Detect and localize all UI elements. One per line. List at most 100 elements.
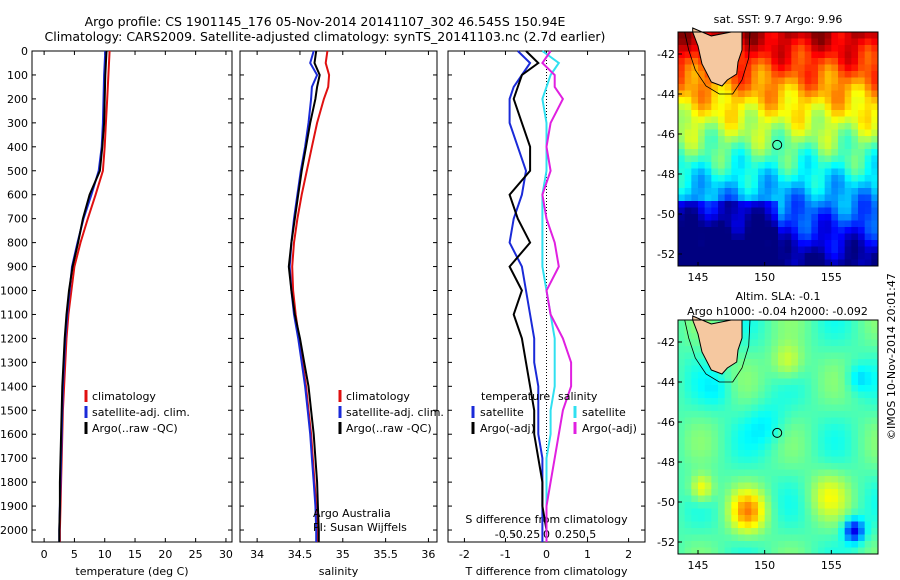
map-cell (764, 123, 772, 130)
map-cell (698, 214, 706, 221)
map-cell (684, 346, 692, 353)
map-cell (798, 64, 806, 72)
map-cell (838, 38, 846, 46)
map-cell (764, 149, 772, 156)
map-cell (724, 201, 732, 208)
sla-map-ytick-label: -42 (657, 336, 675, 349)
map-cell (764, 476, 772, 483)
map-cell (678, 246, 686, 254)
map-cell (824, 32, 832, 39)
map-cell (864, 320, 872, 327)
map-cell (844, 259, 852, 267)
map-cell (704, 476, 712, 483)
map-cell (744, 142, 752, 150)
map-cell (771, 38, 779, 46)
map-cell (791, 352, 799, 360)
map-cell (831, 240, 839, 247)
map-cell (738, 346, 746, 353)
map-cell (838, 97, 846, 104)
map-cell (818, 233, 826, 241)
map-cell (784, 359, 792, 366)
map-cell (864, 188, 872, 195)
map-cell (811, 456, 819, 464)
map-cell (798, 326, 806, 334)
map-cell (864, 476, 872, 483)
map-cell (771, 365, 779, 373)
map-cell (824, 90, 832, 98)
map-cell (831, 214, 839, 221)
map-cell (704, 541, 712, 548)
map-cell (858, 456, 866, 464)
depth-tick-label: 600 (7, 189, 28, 202)
map-cell (758, 547, 766, 555)
map-cell (678, 495, 686, 503)
map-cell (798, 528, 806, 535)
map-cell (858, 333, 866, 340)
map-cell (818, 110, 826, 117)
map-cell (851, 437, 859, 444)
map-cell (751, 463, 759, 470)
map-cell (718, 194, 726, 202)
map-cell (698, 168, 706, 176)
map-cell (698, 136, 706, 143)
map-cell (851, 333, 859, 340)
map-cell (758, 240, 766, 247)
map-cell (678, 372, 686, 379)
map-cell (784, 437, 792, 444)
map-cell (791, 253, 799, 260)
map-cell (678, 259, 686, 267)
map-cell (818, 207, 826, 215)
map-cell (798, 97, 806, 104)
map-cell (744, 168, 752, 176)
map-cell (778, 51, 786, 59)
map-cell (704, 521, 712, 529)
map-cell (718, 129, 726, 137)
map-cell (804, 233, 812, 241)
map-cell (698, 476, 706, 483)
map-cell (778, 502, 786, 509)
map-cell (831, 476, 839, 483)
map-cell (731, 463, 739, 470)
depth-tick-label: 1600 (0, 428, 28, 441)
map-cell (858, 188, 866, 195)
map-cell (831, 71, 839, 78)
map-cell (798, 71, 806, 78)
map-cell (731, 149, 739, 156)
map-cell (711, 136, 719, 143)
map-cell (838, 476, 846, 483)
depth-tick-label: 2000 (0, 524, 28, 537)
map-cell (771, 508, 779, 516)
map-cell (871, 443, 879, 451)
map-cell (811, 71, 819, 78)
depth-tick-label: 1900 (0, 500, 28, 513)
map-cell (698, 469, 706, 477)
map-cell (778, 398, 786, 405)
map-cell (691, 123, 699, 130)
temp-xtick-label: 0 (41, 548, 48, 561)
map-cell (758, 38, 766, 46)
map-cell (751, 201, 759, 208)
map-cell (838, 528, 846, 535)
map-cell (758, 77, 766, 85)
map-cell (844, 450, 852, 457)
map-cell (698, 233, 706, 241)
map-cell (724, 240, 732, 247)
map-cell (778, 495, 786, 503)
map-cell (738, 469, 746, 477)
temp-series-argo-raw-qc- (58, 50, 108, 542)
map-cell (811, 450, 819, 457)
map-cell (798, 240, 806, 247)
map-cell (831, 443, 839, 451)
map-cell (831, 90, 839, 98)
map-cell (718, 469, 726, 477)
map-cell (744, 534, 752, 542)
map-cell (698, 149, 706, 156)
map-cell (684, 188, 692, 195)
map-cell (724, 103, 732, 111)
map-cell (718, 404, 726, 412)
map-cell (678, 391, 686, 399)
map-cell (678, 253, 686, 260)
map-cell (738, 502, 746, 509)
map-cell (824, 437, 832, 444)
map-cell (678, 534, 686, 542)
